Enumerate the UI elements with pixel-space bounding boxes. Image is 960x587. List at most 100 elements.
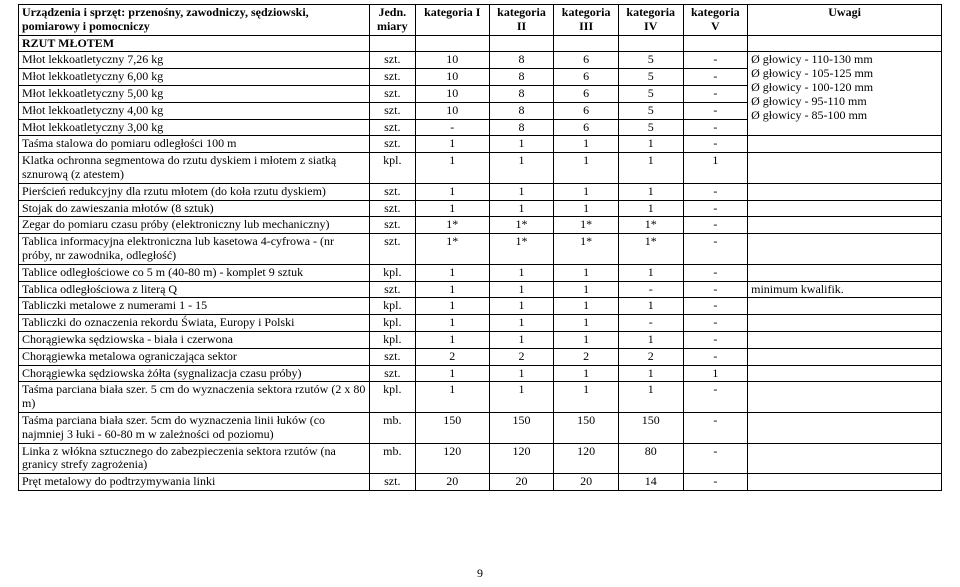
empty-cell (618, 35, 683, 52)
cell-desc: Taśma parciana biała szer. 5 cm do wyzna… (19, 382, 370, 413)
cell-cat3: 1 (554, 264, 619, 281)
cell-cat1: 1 (415, 331, 489, 348)
cell-cat3: 1 (554, 200, 619, 217)
table-row: Pręt metalowy do podtrzymywania linkiszt… (19, 474, 942, 491)
cell-cat2: 1 (489, 365, 554, 382)
cell-cat4: 5 (618, 119, 683, 136)
cell-desc: Tablica informacyjna elektroniczna lub k… (19, 234, 370, 265)
cell-cat5: - (683, 119, 748, 136)
cell-desc: Stojak do zawieszania młotów (8 sztuk) (19, 200, 370, 217)
cell-cat5: - (683, 264, 748, 281)
cell-unit: szt. (369, 365, 415, 382)
cell-desc: Tabliczki metalowe z numerami 1 - 15 (19, 298, 370, 315)
cell-desc: Młot lekkoatletyczny 4,00 kg (19, 102, 370, 119)
cell-cat1: 10 (415, 52, 489, 69)
cell-unit: kpl. (369, 382, 415, 413)
cell-cat4: 1* (618, 217, 683, 234)
cell-cat1: 1 (415, 264, 489, 281)
table-row: Stojak do zawieszania młotów (8 sztuk)sz… (19, 200, 942, 217)
cell-unit: szt. (369, 69, 415, 86)
cell-notes (748, 348, 942, 365)
cell-unit: mb. (369, 443, 415, 474)
cell-notes (748, 183, 942, 200)
cell-unit: szt. (369, 200, 415, 217)
table-row: Taśma parciana biała szer. 5 cm do wyzna… (19, 382, 942, 413)
table-row: Chorągiewka metalowa ograniczająca sekto… (19, 348, 942, 365)
cell-cat4: 1 (618, 382, 683, 413)
cell-notes (748, 153, 942, 184)
col-header-cat5: kategoria V (683, 5, 748, 36)
cell-cat5: - (683, 52, 748, 69)
cell-cat1: 1 (415, 315, 489, 332)
cell-cat5: - (683, 443, 748, 474)
cell-desc: Młot lekkoatletyczny 6,00 kg (19, 69, 370, 86)
cell-cat5: - (683, 183, 748, 200)
cell-notes (748, 382, 942, 413)
cell-cat1: - (415, 119, 489, 136)
cell-notes (748, 315, 942, 332)
table-row: Tablica informacyjna elektroniczna lub k… (19, 234, 942, 265)
cell-cat2: 1 (489, 331, 554, 348)
cell-notes: minimum kwalifik. (748, 281, 942, 298)
cell-cat4: - (618, 281, 683, 298)
cell-unit: kpl. (369, 331, 415, 348)
cell-desc: Tablica odległościowa z literą Q (19, 281, 370, 298)
cell-cat3: 6 (554, 85, 619, 102)
cell-desc: Klatka ochronna segmentowa do rzutu dysk… (19, 153, 370, 184)
cell-unit: mb. (369, 412, 415, 443)
cell-cat4: 1 (618, 136, 683, 153)
cell-notes (748, 365, 942, 382)
cell-cat1: 1 (415, 298, 489, 315)
cell-cat2: 1 (489, 200, 554, 217)
cell-cat2: 2 (489, 348, 554, 365)
cell-cat3: 1 (554, 331, 619, 348)
section-title-row: RZUT MŁOTEM (19, 35, 942, 52)
empty-cell (683, 35, 748, 52)
cell-desc: Zegar do pomiaru czasu próby (elektronic… (19, 217, 370, 234)
cell-cat1: 10 (415, 85, 489, 102)
table-row: Chorągiewka sędziowska - biała i czerwon… (19, 331, 942, 348)
cell-cat4: 5 (618, 69, 683, 86)
cell-cat2: 8 (489, 119, 554, 136)
cell-notes (748, 443, 942, 474)
cell-cat5: 1 (683, 365, 748, 382)
table-row: Tablica odległościowa z literą Qszt.111-… (19, 281, 942, 298)
cell-cat3: 1* (554, 217, 619, 234)
cell-unit: szt. (369, 348, 415, 365)
cell-cat4: 80 (618, 443, 683, 474)
cell-cat2: 1 (489, 183, 554, 200)
table-row: Klatka ochronna segmentowa do rzutu dysk… (19, 153, 942, 184)
document-page: Urządzenia i sprzęt: przenośny, zawodnic… (0, 0, 960, 587)
cell-desc: Młot lekkoatletyczny 5,00 kg (19, 85, 370, 102)
cell-cat3: 150 (554, 412, 619, 443)
notes-block-cell: Ø głowicy - 110-130 mm Ø głowicy - 105-1… (748, 52, 942, 136)
cell-cat4: 1 (618, 264, 683, 281)
cell-cat1: 150 (415, 412, 489, 443)
cell-cat2: 8 (489, 52, 554, 69)
cell-cat3: 2 (554, 348, 619, 365)
table-row: Taśma parciana biała szer. 5cm do wyznac… (19, 412, 942, 443)
cell-cat3: 120 (554, 443, 619, 474)
cell-cat2: 8 (489, 85, 554, 102)
cell-cat5: - (683, 234, 748, 265)
cell-cat3: 1 (554, 281, 619, 298)
cell-notes (748, 234, 942, 265)
empty-cell (748, 35, 942, 52)
cell-unit: kpl. (369, 298, 415, 315)
equipment-table: Urządzenia i sprzęt: przenośny, zawodnic… (18, 4, 942, 491)
cell-cat4: 1* (618, 234, 683, 265)
table-row: Linka z włókna sztucznego do zabezpiecze… (19, 443, 942, 474)
cell-cat1: 1 (415, 365, 489, 382)
cell-cat2: 1 (489, 153, 554, 184)
cell-cat5: - (683, 412, 748, 443)
cell-cat5: - (683, 298, 748, 315)
cell-cat5: - (683, 348, 748, 365)
cell-unit: szt. (369, 52, 415, 69)
cell-cat1: 20 (415, 474, 489, 491)
cell-cat2: 120 (489, 443, 554, 474)
cell-cat1: 1 (415, 153, 489, 184)
cell-desc: Tabliczki do oznaczenia rekordu Świata, … (19, 315, 370, 332)
cell-unit: szt. (369, 183, 415, 200)
cell-cat1: 10 (415, 102, 489, 119)
cell-cat1: 2 (415, 348, 489, 365)
